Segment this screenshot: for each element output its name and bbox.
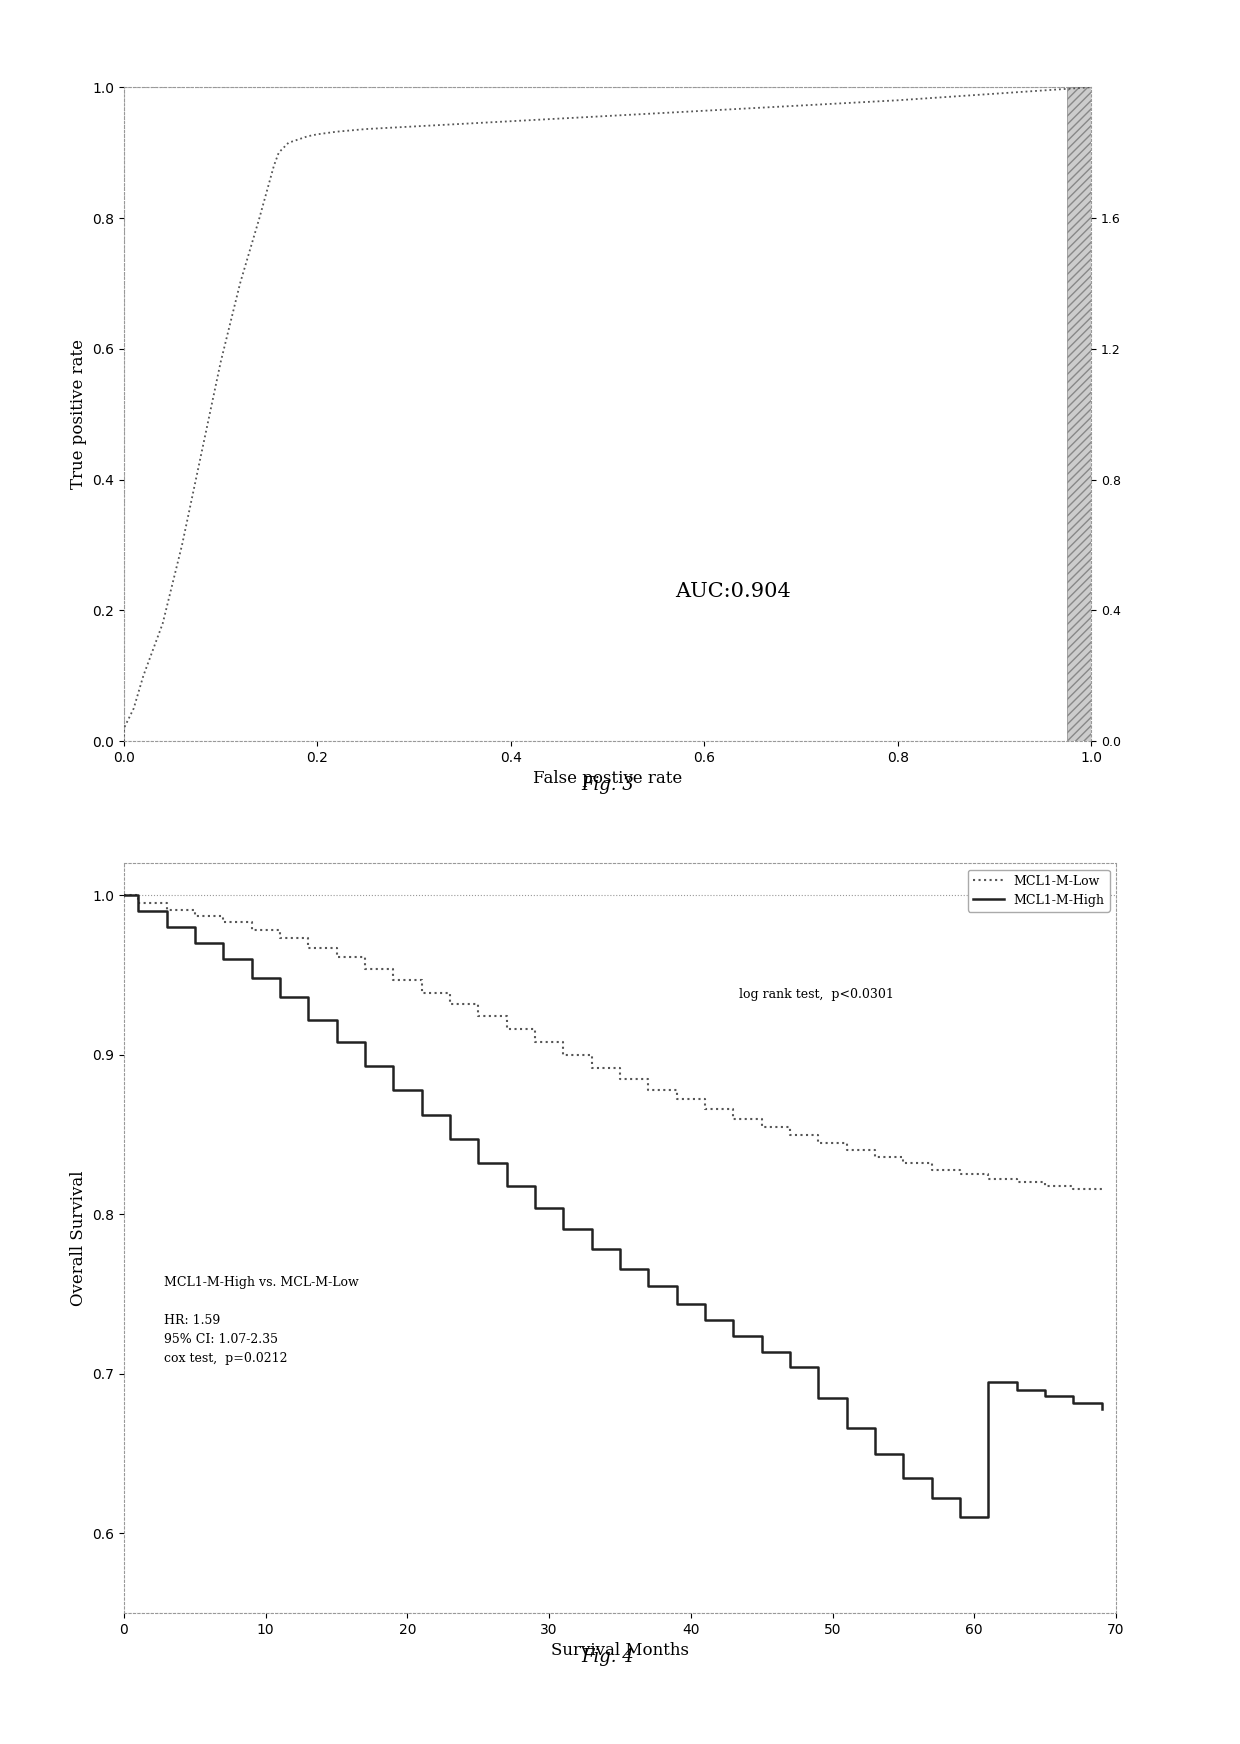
MCL1-M-High <box>130 900 145 921</box>
MCL1-M-High <box>1066 1392 1081 1413</box>
MCL1-M-Low <box>500 1018 515 1039</box>
MCL1-M-High <box>924 1488 939 1509</box>
Text: MCL1-M-High vs. MCL-M-Low

HR: 1.59
95% CI: 1.07-2.35
cox test,  p=0.0212: MCL1-M-High vs. MCL-M-Low HR: 1.59 95% C… <box>164 1277 358 1366</box>
MCL1-M-High <box>782 1357 797 1378</box>
MCL1-M-High <box>216 949 231 970</box>
MCL1-M-High <box>641 1275 656 1296</box>
MCL1-M-Low <box>924 1160 939 1181</box>
MCL1-M-High <box>725 1325 740 1346</box>
Text: Fig. 3: Fig. 3 <box>582 776 634 794</box>
MCL1-M-Low <box>897 1153 911 1174</box>
MCL1-M-High <box>897 1467 911 1488</box>
MCL1-M-Low <box>1095 1181 1110 1202</box>
X-axis label: Survival Months: Survival Months <box>551 1643 689 1660</box>
MCL1-M-Low <box>1009 1172 1024 1193</box>
MCL1-M-Low <box>670 1088 684 1109</box>
MCL1-M-Low <box>868 1146 883 1167</box>
MCL1-M-High <box>613 1257 627 1278</box>
MCL1-M-High <box>471 1153 486 1174</box>
MCL1-M-Low <box>981 1168 996 1189</box>
MCL1-M-High <box>443 1128 458 1149</box>
MCL1-M-Low <box>952 1163 967 1184</box>
MCL1-M-Low <box>471 1006 486 1027</box>
MCL1-M-Low <box>329 947 343 968</box>
Legend: MCL1-M-Low, MCL1-M-High: MCL1-M-Low, MCL1-M-High <box>967 870 1110 912</box>
MCL1-M-Low <box>725 1107 740 1128</box>
Text: Fig. 4: Fig. 4 <box>582 1648 634 1666</box>
MCL1-M-Low <box>584 1057 599 1078</box>
MCL1-M-High <box>556 1219 570 1240</box>
MCL1-M-Low <box>117 884 131 905</box>
MCL1-M-Low <box>754 1116 769 1137</box>
MCL1-M-High <box>1009 1380 1024 1400</box>
MCL1-M-Low <box>613 1069 627 1090</box>
Line: MCL1-M-High: MCL1-M-High <box>124 895 1102 1517</box>
MCL1-M-Low <box>443 994 458 1015</box>
MCL1-M-High <box>811 1386 826 1407</box>
MCL1-M-High <box>117 884 131 905</box>
MCL1-M-Low <box>698 1099 713 1120</box>
MCL1-M-High <box>981 1371 996 1392</box>
MCL1-M-Low <box>1066 1179 1081 1200</box>
MCL1-M-High <box>1038 1386 1053 1407</box>
MCL1-M-High <box>952 1507 967 1528</box>
MCL1-M-High <box>1095 1399 1110 1420</box>
MCL1-M-High <box>670 1294 684 1315</box>
MCL1-M-Low <box>187 905 202 926</box>
MCL1-M-High <box>527 1198 542 1219</box>
MCL1-M-High <box>500 1175 515 1196</box>
MCL1-M-Low <box>159 900 174 921</box>
MCL1-M-High <box>386 1080 401 1100</box>
Text: AUC:0.904: AUC:0.904 <box>676 582 791 602</box>
MCL1-M-High <box>584 1238 599 1259</box>
MCL1-M-High <box>329 1031 343 1052</box>
MCL1-M-Low <box>130 893 145 914</box>
MCL1-M-High <box>301 1010 316 1031</box>
MCL1-M-High <box>414 1106 429 1127</box>
MCL1-M-Low <box>782 1125 797 1146</box>
MCL1-M-High <box>754 1341 769 1362</box>
Y-axis label: Overall Survival: Overall Survival <box>69 1170 87 1306</box>
MCL1-M-Low <box>273 928 288 949</box>
MCL1-M-High <box>868 1444 883 1465</box>
MCL1-M-Low <box>556 1045 570 1066</box>
Bar <box>1066 87 1091 741</box>
MCL1-M-High <box>273 987 288 1008</box>
MCL1-M-Low <box>641 1080 656 1100</box>
MCL1-M-Low <box>216 912 231 933</box>
MCL1-M-Low <box>839 1141 854 1162</box>
MCL1-M-Low <box>527 1031 542 1052</box>
MCL1-M-High <box>698 1310 713 1331</box>
MCL1-M-Low <box>811 1132 826 1153</box>
Text: log rank test,  p<0.0301: log rank test, p<0.0301 <box>739 989 894 1001</box>
MCL1-M-High <box>159 917 174 938</box>
MCL1-M-Low <box>357 957 372 978</box>
Y-axis label: True positive rate: True positive rate <box>69 338 87 490</box>
MCL1-M-High <box>839 1418 854 1439</box>
MCL1-M-High <box>357 1055 372 1076</box>
MCL1-M-Low <box>414 982 429 1003</box>
MCL1-M-Low <box>1038 1175 1053 1196</box>
MCL1-M-Low <box>244 919 259 940</box>
MCL1-M-High <box>244 968 259 989</box>
MCL1-M-Low <box>386 970 401 991</box>
MCL1-M-Low <box>301 937 316 957</box>
X-axis label: False postive rate: False postive rate <box>533 771 682 788</box>
Line: MCL1-M-Low: MCL1-M-Low <box>124 895 1102 1191</box>
MCL1-M-High <box>187 933 202 954</box>
